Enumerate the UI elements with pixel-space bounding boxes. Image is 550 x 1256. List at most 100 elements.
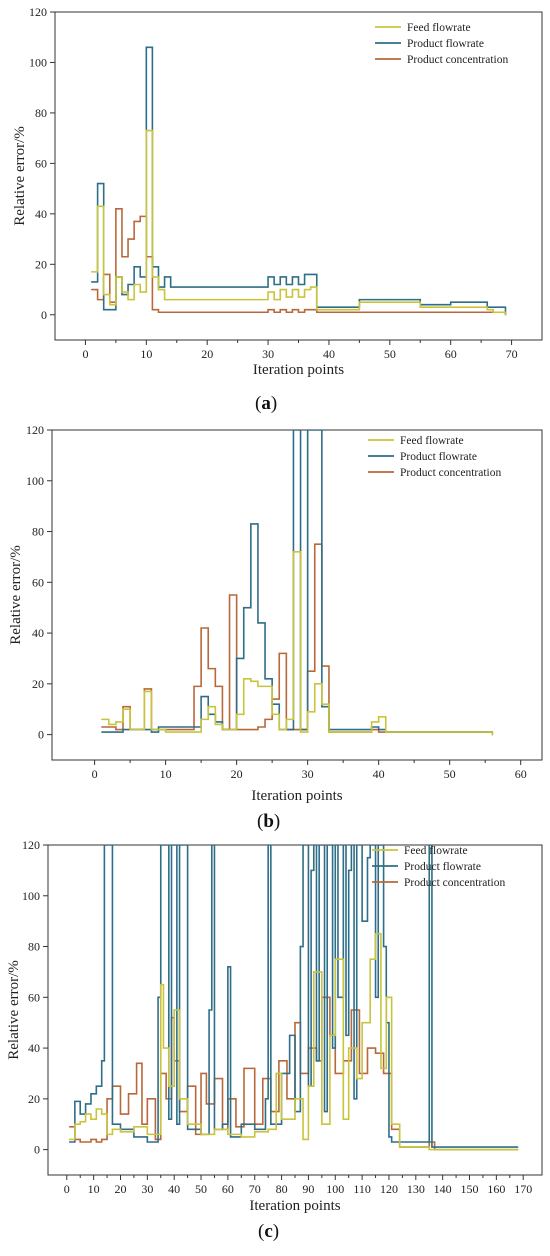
data-point — [115, 276, 117, 278]
data-point — [243, 678, 245, 680]
data-point — [227, 1133, 229, 1135]
data-point — [363, 728, 366, 731]
data-point — [350, 845, 352, 846]
data-point — [380, 1067, 382, 1069]
data-point — [139, 215, 141, 217]
data-point — [170, 299, 172, 301]
data-point — [145, 46, 147, 48]
data-point — [389, 311, 391, 313]
data-point — [264, 685, 266, 687]
data-point — [162, 1047, 165, 1049]
data-point — [419, 311, 421, 313]
y-tick-label: 40 — [32, 626, 44, 640]
data-point — [321, 845, 323, 846]
data-point — [235, 1126, 237, 1128]
y-tick-label: 80 — [28, 940, 40, 954]
data-point — [119, 1113, 122, 1115]
data-point — [200, 627, 202, 629]
data-point — [310, 309, 312, 311]
x-tick-label: 130 — [407, 1182, 425, 1196]
data-point — [97, 299, 99, 301]
x-tick-label: 30 — [141, 1182, 153, 1196]
data-point — [356, 845, 358, 846]
chart-a-svg: 0 20 40 60 80 100 120 0 10 20 30 40 50 60 70 Iteration … — [12, 5, 543, 378]
data-point — [143, 690, 145, 693]
legend-label: Product flowrate — [400, 451, 477, 463]
data-point — [434, 1149, 436, 1151]
data-point — [84, 1113, 87, 1115]
data-point — [122, 728, 124, 731]
data-point — [294, 1022, 296, 1024]
y-tick-label: 100 — [22, 889, 40, 903]
x-tick-label: 60 — [515, 767, 527, 781]
x-axis-title: Iteration points — [253, 362, 344, 378]
chart-c-svg: 0 20 40 60 80 100 120 0 10 20 30 40 50 60 70 80 90 100 110… — [6, 838, 543, 1214]
x-tick-label: 90 — [302, 1182, 314, 1196]
data-point — [289, 1034, 291, 1036]
series-line-feed — [69, 933, 518, 1151]
data-point — [486, 311, 488, 313]
data-point — [504, 314, 507, 316]
data-point — [382, 945, 385, 948]
y-tick-label: 100 — [26, 474, 44, 488]
data-point — [348, 869, 350, 871]
data-point — [374, 933, 377, 935]
data-point — [214, 685, 216, 687]
data-point — [103, 309, 105, 311]
data-point — [391, 1123, 393, 1125]
x-tick-label: 10 — [160, 767, 172, 781]
y-tick-label: 120 — [26, 423, 44, 437]
x-tick-label: 40 — [323, 347, 335, 361]
data-point — [178, 845, 181, 846]
data-point — [179, 726, 181, 728]
x-axis-title: Iteration points — [251, 788, 342, 804]
data-point — [353, 1098, 355, 1100]
data-point — [366, 857, 369, 859]
y-tick-label: 40 — [35, 207, 47, 221]
data-point — [257, 726, 259, 728]
data-point — [358, 1072, 361, 1075]
data-point — [374, 1052, 377, 1054]
data-point — [97, 205, 99, 207]
y-tick-label: 0 — [41, 308, 47, 322]
y-axis-title: Relative error/% — [8, 545, 24, 645]
data-point — [240, 1136, 242, 1138]
data-point — [285, 283, 287, 286]
data-point — [280, 1118, 283, 1120]
data-point — [90, 271, 93, 273]
data-point — [160, 984, 162, 986]
data-point — [314, 430, 316, 431]
data-point — [278, 1060, 280, 1062]
data-point — [273, 299, 275, 301]
data-point — [378, 728, 380, 731]
data-point — [90, 1093, 92, 1095]
data-point — [321, 706, 323, 708]
data-point — [450, 306, 452, 308]
data-point — [291, 276, 294, 278]
x-tick-label: 160 — [487, 1182, 505, 1196]
chart-panel-a: 0 20 40 60 80 100 120 0 10 20 30 40 50 60 70 Iteration … — [0, 0, 550, 420]
x-tick-label: 60 — [445, 347, 457, 361]
data-point — [165, 731, 167, 733]
data-point — [106, 1133, 108, 1135]
data-point — [352, 309, 354, 311]
data-point — [313, 845, 315, 846]
data-point — [160, 845, 162, 846]
data-point — [111, 1123, 114, 1125]
data-point — [267, 291, 269, 293]
panel-label-c: (c) — [258, 1221, 280, 1242]
x-tick-label: 30 — [302, 767, 314, 781]
data-point — [264, 1098, 267, 1100]
data-point — [236, 657, 238, 660]
data-point — [208, 1009, 210, 1011]
data-point — [264, 718, 266, 720]
data-point — [428, 845, 430, 846]
x-tick-label: 150 — [461, 1182, 479, 1196]
data-point — [307, 711, 309, 713]
data-point — [366, 1047, 369, 1049]
series-line-concentration — [91, 208, 507, 315]
data-point — [326, 845, 328, 846]
data-point — [358, 301, 360, 303]
data-point — [101, 726, 103, 728]
data-point — [135, 1062, 138, 1064]
